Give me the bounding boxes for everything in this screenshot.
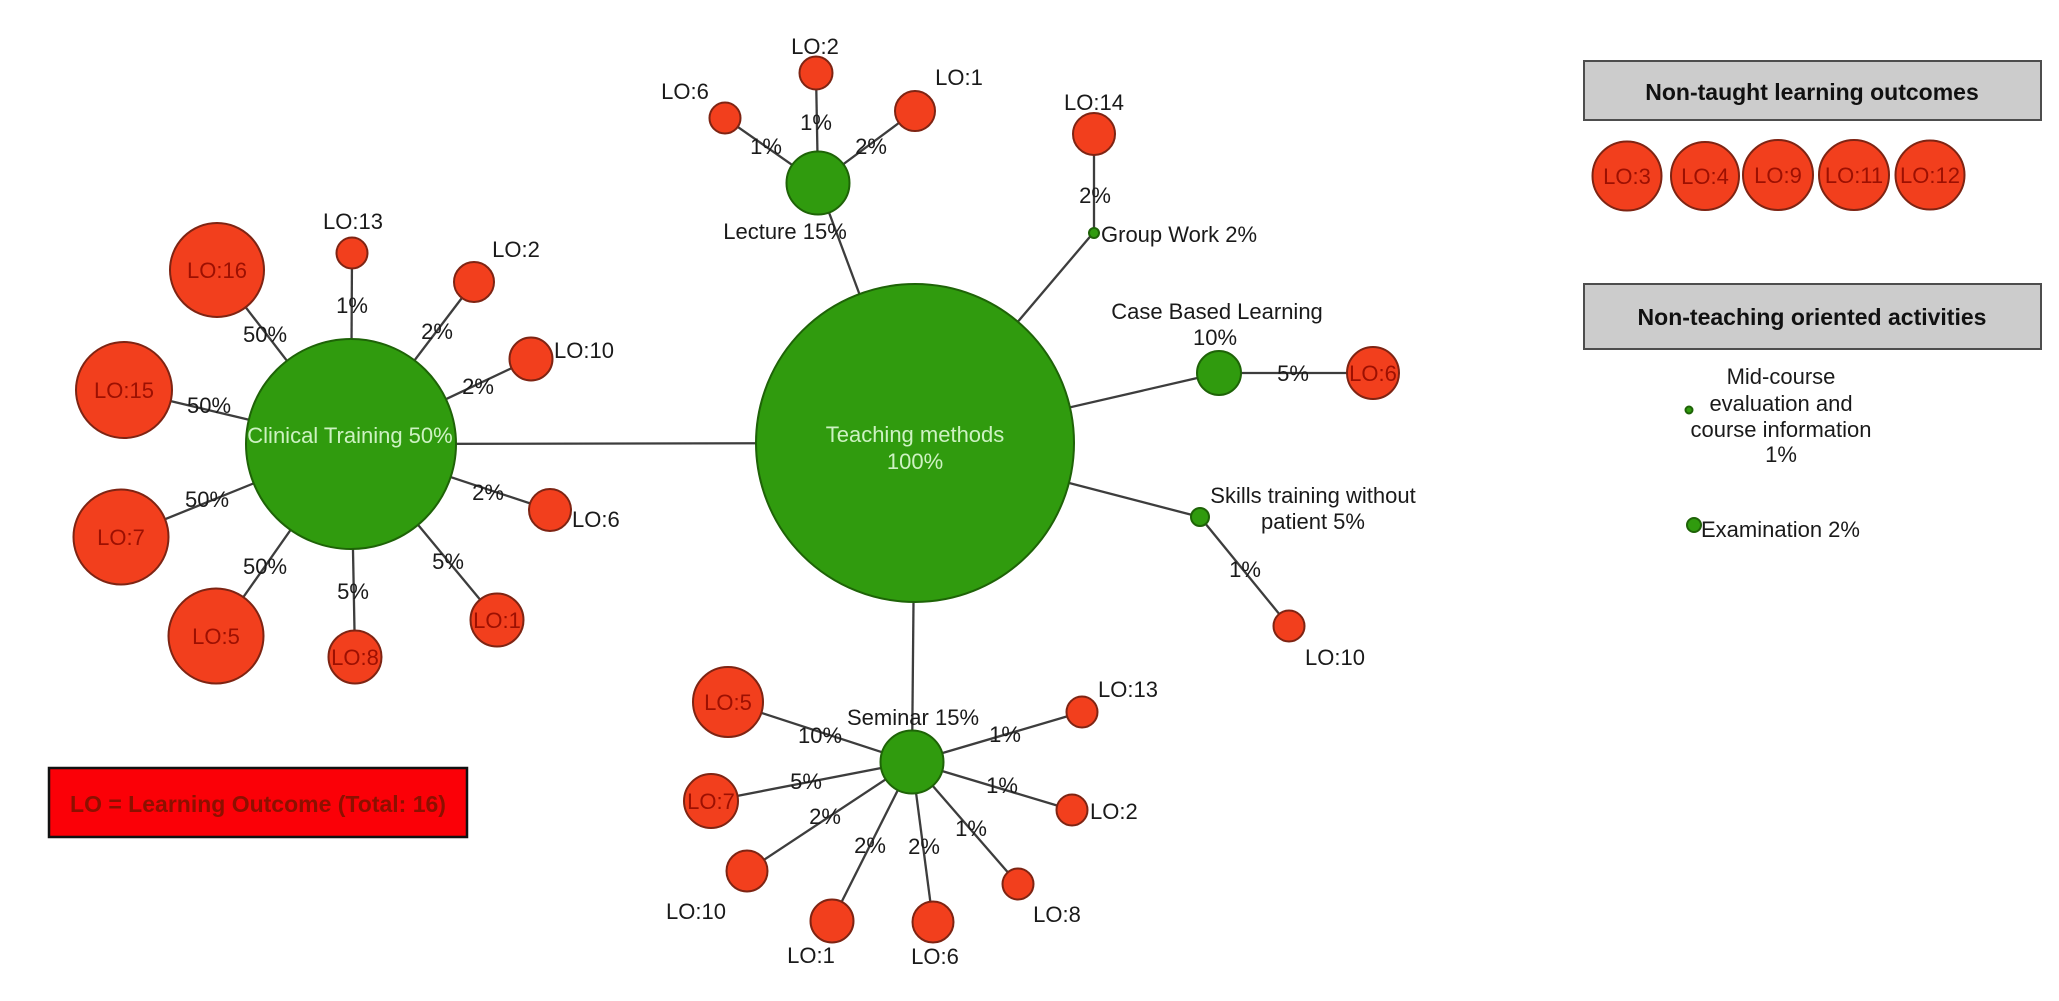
svg-text:5%: 5% xyxy=(1277,361,1309,386)
svg-text:Skills training without: Skills training without xyxy=(1210,483,1415,508)
svg-text:LO:8: LO:8 xyxy=(331,645,379,670)
svg-text:2%: 2% xyxy=(421,319,453,344)
svg-text:LO:6: LO:6 xyxy=(572,507,620,532)
svg-text:LO:13: LO:13 xyxy=(323,209,383,234)
svg-text:50%: 50% xyxy=(185,487,229,512)
svg-text:1%: 1% xyxy=(955,816,987,841)
svg-text:1%: 1% xyxy=(986,773,1018,798)
svg-text:LO:15: LO:15 xyxy=(94,378,154,403)
svg-text:LO:12: LO:12 xyxy=(1900,163,1960,188)
svg-text:5%: 5% xyxy=(432,549,464,574)
svg-text:LO:6: LO:6 xyxy=(1349,361,1397,386)
svg-text:LO:10: LO:10 xyxy=(554,338,614,363)
svg-text:LO:11: LO:11 xyxy=(1825,163,1883,188)
svg-text:Examination 2%: Examination 2% xyxy=(1701,517,1860,542)
svg-text:Seminar 15%: Seminar 15% xyxy=(847,705,979,730)
svg-text:1%: 1% xyxy=(750,134,782,159)
svg-text:Case Based Learning: Case Based Learning xyxy=(1111,299,1323,324)
svg-text:LO:1: LO:1 xyxy=(935,65,983,90)
svg-text:5%: 5% xyxy=(790,769,822,794)
svg-text:5%: 5% xyxy=(337,579,369,604)
svg-text:LO:1: LO:1 xyxy=(787,943,835,968)
svg-text:10%: 10% xyxy=(1193,325,1237,350)
svg-text:Non-taught learning outcomes: Non-taught learning outcomes xyxy=(1645,79,1979,105)
svg-text:LO:1: LO:1 xyxy=(473,608,521,633)
svg-text:LO = Learning Outcome (Total:: LO = Learning Outcome (Total: 16) xyxy=(70,791,446,817)
svg-text:Non-teaching oriented activiti: Non-teaching oriented activities xyxy=(1638,304,1987,330)
svg-text:evaluation and: evaluation and xyxy=(1709,391,1852,416)
svg-text:Teaching methods: Teaching methods xyxy=(826,422,1005,447)
svg-text:LO:2: LO:2 xyxy=(791,34,839,59)
svg-text:1%: 1% xyxy=(989,722,1021,747)
svg-text:course information: course information xyxy=(1691,417,1872,442)
svg-text:2%: 2% xyxy=(854,833,886,858)
svg-text:LO:5: LO:5 xyxy=(704,690,752,715)
svg-text:2%: 2% xyxy=(462,374,494,399)
svg-text:Mid-course: Mid-course xyxy=(1727,364,1836,389)
svg-text:Group Work 2%: Group Work 2% xyxy=(1101,222,1257,247)
svg-text:LO:8: LO:8 xyxy=(1033,902,1081,927)
svg-text:LO:9: LO:9 xyxy=(1754,163,1802,188)
svg-text:LO:2: LO:2 xyxy=(1090,799,1138,824)
svg-text:2%: 2% xyxy=(472,480,504,505)
svg-text:10%: 10% xyxy=(798,723,842,748)
svg-text:100%: 100% xyxy=(887,449,943,474)
svg-text:Lecture 15%: Lecture 15% xyxy=(723,219,847,244)
svg-text:LO:7: LO:7 xyxy=(687,789,735,814)
svg-text:LO:14: LO:14 xyxy=(1064,90,1124,115)
svg-text:2%: 2% xyxy=(809,804,841,829)
svg-text:LO:13: LO:13 xyxy=(1098,677,1158,702)
svg-text:2%: 2% xyxy=(1079,183,1111,208)
svg-text:LO:5: LO:5 xyxy=(192,624,240,649)
svg-text:1%: 1% xyxy=(1229,557,1261,582)
svg-text:50%: 50% xyxy=(243,322,287,347)
svg-text:LO:7: LO:7 xyxy=(97,525,145,550)
svg-text:Clinical Training 50%: Clinical Training 50% xyxy=(247,423,452,448)
svg-text:LO:2: LO:2 xyxy=(492,237,540,262)
svg-text:LO:10: LO:10 xyxy=(1305,645,1365,670)
svg-text:LO:10: LO:10 xyxy=(666,899,726,924)
svg-text:50%: 50% xyxy=(243,554,287,579)
svg-text:LO:4: LO:4 xyxy=(1681,164,1729,189)
svg-text:LO:3: LO:3 xyxy=(1603,164,1651,189)
svg-text:2%: 2% xyxy=(855,134,887,159)
svg-text:1%: 1% xyxy=(800,110,832,135)
svg-text:patient 5%: patient 5% xyxy=(1261,509,1365,534)
svg-text:2%: 2% xyxy=(908,834,940,859)
svg-text:50%: 50% xyxy=(187,393,231,418)
svg-text:1%: 1% xyxy=(1765,442,1797,467)
svg-text:LO:6: LO:6 xyxy=(661,79,709,104)
svg-text:LO:6: LO:6 xyxy=(911,944,959,969)
svg-text:LO:16: LO:16 xyxy=(187,258,247,283)
svg-text:1%: 1% xyxy=(336,293,368,318)
